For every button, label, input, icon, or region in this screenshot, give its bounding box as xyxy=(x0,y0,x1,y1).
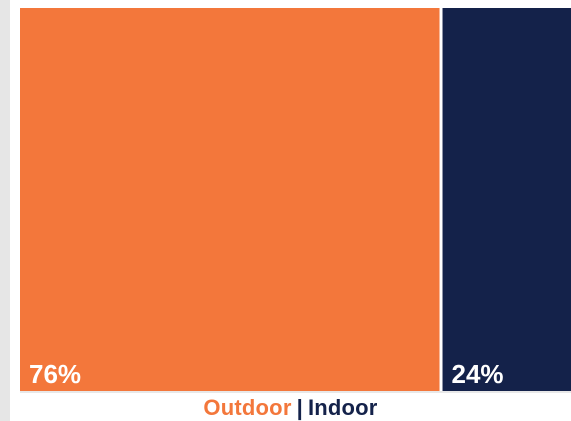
bar-segment-outdoor xyxy=(20,8,440,391)
chart-legend: Outdoor | Indoor xyxy=(0,393,571,421)
data-label-outdoor: 76% xyxy=(29,359,81,389)
bar-segment-indoor xyxy=(442,8,571,391)
data-label-indoor: 24% xyxy=(452,359,504,389)
legend-label-indoor: Indoor xyxy=(307,395,378,420)
left-border xyxy=(0,0,10,421)
legend-label-outdoor: Outdoor xyxy=(203,395,292,420)
baseline xyxy=(20,391,571,393)
legend-separator: | xyxy=(296,395,303,420)
